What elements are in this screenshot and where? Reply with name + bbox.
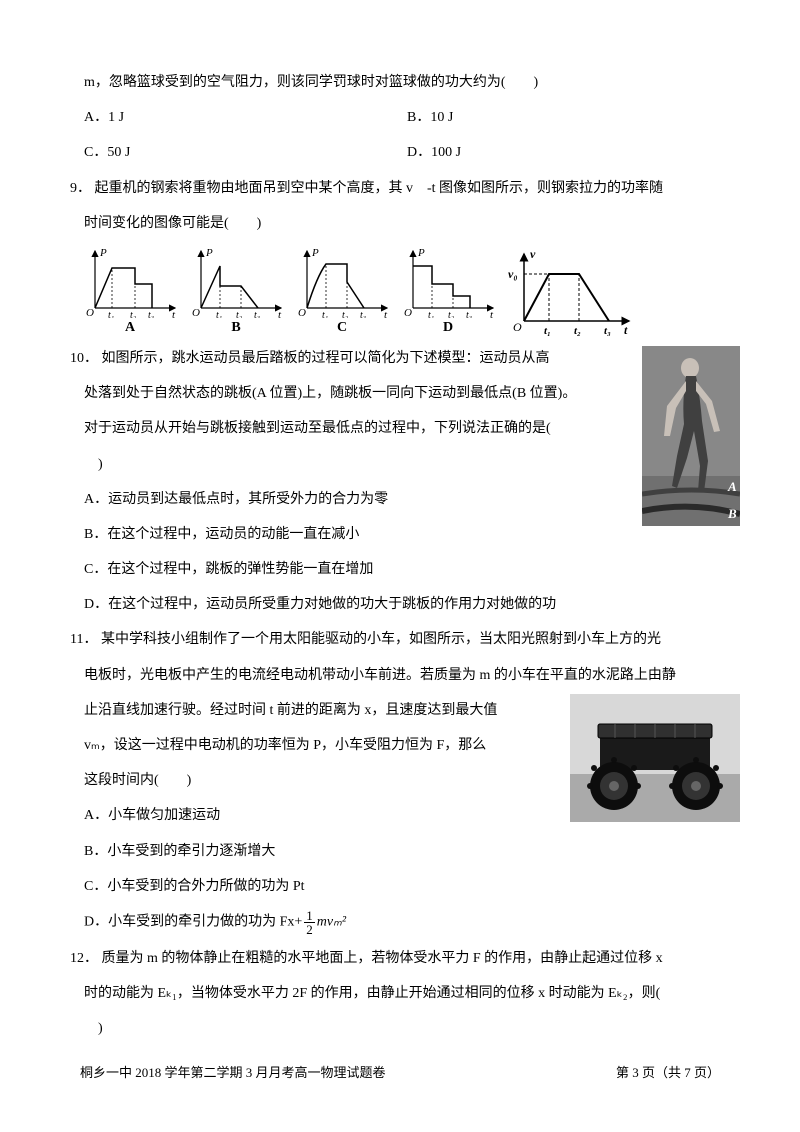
svg-text:v₀: v₀ [508,267,518,281]
q11-stem1: 某中学科技小组制作了一个用太阳能驱动的小车，如图所示，当太阳光照射到小车上方的光 [101,632,661,647]
q9-graph-b: P t O t₁ t₂ t₃ B [186,246,286,336]
q11-d-post: mvₘ² [317,915,346,930]
q10-opt-c: C．在这个过程中，跳板的弹性势能一直在增加 [70,557,730,582]
graph-b-svg: P t O t₁ t₂ t₃ [186,246,286,318]
svg-text:O: O [298,307,306,318]
svg-text:O: O [404,307,412,318]
svg-text:t₂: t₂ [342,310,349,318]
q10-image: A B [642,346,740,526]
q11-block: 止沿直线加速行驶。经过时间 t 前进的距离为 x，且速度达到最大值 vₘ，设这一… [70,698,730,864]
q9-number: 9． [70,181,91,196]
q10-number: 10． [70,351,98,366]
q8-opt-d: D．100 J [407,140,730,165]
q11-stem2: 电板时，光电板中产生的电流经电动机带动小车前进。若质量为 m 的小车在平直的水泥… [70,663,730,688]
q12-line1: 12． 质量为 m 的物体静止在粗糙的水平地面上，若物体受水平力 F 的作用，由… [70,946,730,971]
q12-stem3: ) [70,1016,730,1041]
svg-text:P: P [311,247,319,259]
svg-text:B: B [727,506,737,521]
graph-a-svg: P t O t₁ t₂ t₃ [80,246,180,318]
q12-stem2: 时的动能为 Eₖ₁，当物体受水平力 2F 的作用，由静止开始通过相同的位移 x … [70,981,730,1006]
svg-text:A: A [727,479,737,494]
q11-line1: 11． 某中学科技小组制作了一个用太阳能驱动的小车，如图所示，当太阳光照射到小车… [70,627,730,652]
graph-c-svg: P t O t₁ t₂ t₃ [292,246,392,318]
q9-graph-c: P t O t₁ t₂ t₃ C [292,246,392,336]
q10-opt-a: A．运动员到达最低点时，其所受外力的合力为零 [70,487,730,512]
q9-stem-line2: 时间变化的图像可能是( ) [70,211,730,236]
q8-opt-b: B．10 J [407,105,730,130]
q8-opt-a: A．1 J [70,105,407,130]
q9-graph-c-label: C [292,320,392,336]
q9-graph-b-label: B [186,320,286,336]
svg-text:t₃: t₃ [604,325,611,336]
svg-text:t: t [624,323,628,336]
svg-text:t₂: t₂ [574,325,581,336]
q11-d-pre: D．小车受到的牵引力做的功为 Fx+ [84,915,302,930]
svg-text:t₃: t₃ [148,310,155,318]
svg-text:O: O [86,307,94,318]
q11-opt-c: C．小车受到的合外力所做的功为 Pt [70,874,730,899]
q11-number: 11． [70,632,97,647]
svg-text:t₁: t₁ [216,310,222,318]
svg-text:P: P [205,247,213,259]
footer-right: 第 3 页（共 7 页） [616,1062,720,1081]
q10-stem4: ) [70,452,730,477]
q11-opt-b: B．小车受到的牵引力逐渐增大 [70,839,730,864]
svg-text:O: O [192,307,200,318]
svg-text:O: O [513,320,522,334]
svg-text:v: v [530,247,536,261]
q10-stem2: 处落到处于自然状态的跳板(A 位置)上，随跳板一同向下运动到最低点(B 位置)。 [70,381,730,406]
q12-stem1: 质量为 m 的物体静止在粗糙的水平地面上，若物体受水平力 F 的作用，由静止起通… [102,951,663,966]
q9-graph-d: P t O t₁ t₂ t₃ D [398,246,498,336]
fraction-half: 12 [304,909,315,936]
svg-text:t₂: t₂ [130,310,137,318]
q10-line1: 10． 如图所示，跳水运动员最后踏板的过程可以简化为下述模型：运动员从高 [70,346,730,371]
q11-opt-d: D．小车受到的牵引力做的功为 Fx+12mvₘ² [70,909,730,936]
q9-vt-graph: v t O v₀ t₁ t₂ t₃ [504,246,634,336]
svg-text:t₂: t₂ [448,310,455,318]
svg-text:t: t [172,309,176,318]
q8-stem-cont: m，忽略篮球受到的空气阻力，则该同学罚球时对篮球做的功大约为( ) [70,70,730,95]
svg-text:t₁: t₁ [428,310,434,318]
graph-d-svg: P t O t₁ t₂ t₃ [398,246,498,318]
footer-left: 桐乡一中 2018 学年第二学期 3 月月考高一物理试题卷 [80,1062,386,1081]
q10-block: A B 10． 如图所示，跳水运动员最后踏板的过程可以简化为下述模型：运动员从高… [70,346,730,582]
svg-text:t₂: t₂ [236,310,243,318]
q9-graph-a-label: A [80,320,180,336]
svg-text:t: t [490,309,494,318]
q10-stem1: 如图所示，跳水运动员最后踏板的过程可以简化为下述模型：运动员从高 [102,351,550,366]
svg-text:t₁: t₁ [322,310,328,318]
svg-text:t: t [384,309,388,318]
svg-text:t₁: t₁ [544,325,551,336]
q9-stem-line1: 9． 起重机的钢索将重物由地面吊到空中某个高度，其 v -t 图像如图所示，则钢… [70,176,730,201]
q9-graph-d-label: D [398,320,498,336]
q10-opt-d: D．在这个过程中，运动员所受重力对她做的功大于跳板的作用力对她做的功 [70,592,730,617]
svg-text:t₃: t₃ [466,310,473,318]
q11-image [570,694,740,822]
solar-car-image [570,694,740,822]
q9-stem1: 起重机的钢索将重物由地面吊到空中某个高度，其 v -t 图像如图所示，则钢索拉力… [95,181,664,196]
svg-text:t₃: t₃ [254,310,261,318]
q10-stem3: 对于运动员从开始与跳板接触到运动至最低点的过程中，下列说法正确的是( [70,416,730,441]
page-footer: 桐乡一中 2018 学年第二学期 3 月月考高一物理试题卷 第 3 页（共 7 … [70,1062,730,1081]
q12-number: 12． [70,951,98,966]
svg-text:t: t [278,309,282,318]
svg-text:P: P [99,247,107,259]
diver-image: A B [642,346,740,526]
q9-graph-a: P t O t₁ t₂ t₃ A [80,246,180,336]
q8-opt-c: C．50 J [70,140,407,165]
q10-opt-b: B．在这个过程中，运动员的动能一直在减小 [70,522,730,547]
q9-graphs-row: P t O t₁ t₂ t₃ A P t O [80,246,730,336]
svg-text:P: P [417,247,425,259]
svg-text:t₁: t₁ [108,310,114,318]
vt-graph-svg: v t O v₀ t₁ t₂ t₃ [504,246,634,336]
svg-text:t₃: t₃ [360,310,367,318]
